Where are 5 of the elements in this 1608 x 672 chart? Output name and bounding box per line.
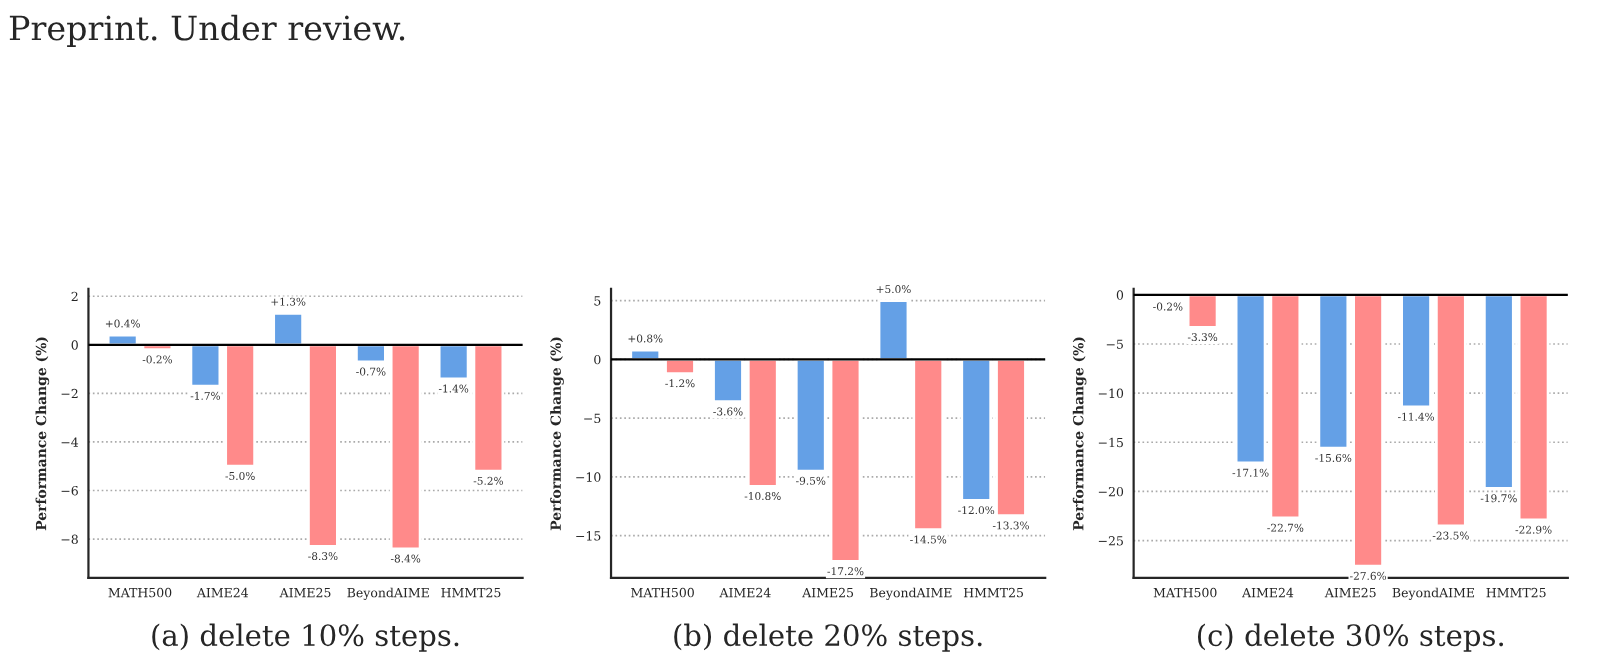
bar bbox=[877, 299, 910, 361]
text: (c) delete 30% steps. bbox=[1197, 623, 1504, 652]
text: Preprint. Under review. bbox=[9, 14, 405, 48]
text: (a) delete 10% steps. bbox=[152, 623, 459, 652]
text: (b) delete 20% steps. bbox=[674, 623, 982, 652]
